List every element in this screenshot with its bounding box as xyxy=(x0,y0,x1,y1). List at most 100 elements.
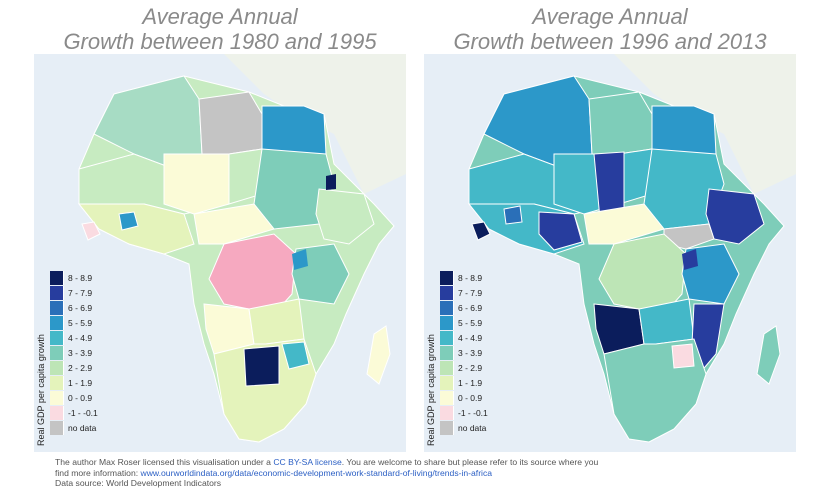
legend-item: 2 - 2.9 xyxy=(440,360,500,375)
region-uganda xyxy=(292,249,308,270)
legend-label: 0 - 0.9 xyxy=(458,392,483,403)
legend-swatch xyxy=(50,330,64,345)
legend-swatch xyxy=(50,405,64,420)
legend-label: no data xyxy=(458,422,487,433)
region-botswana xyxy=(243,345,280,387)
map-title-line2: Growth between 1996 and 2013 xyxy=(453,29,767,54)
legend-swatch xyxy=(440,330,454,345)
source-url-link[interactable]: www.ourworldindata.org/data/economic-dev… xyxy=(140,467,493,478)
region-ethiopia xyxy=(315,188,375,245)
license-link[interactable]: CC BY-SA license xyxy=(273,457,342,467)
region-car xyxy=(583,203,665,245)
region-sierra-leone xyxy=(471,221,491,241)
footer-line-2: find more information: www.ourworldindat… xyxy=(55,468,695,479)
legend-item: 0 - 0.9 xyxy=(50,390,110,405)
legend-item: 0 - 0.9 xyxy=(440,390,500,405)
legend-item: 7 - 7.9 xyxy=(440,285,500,300)
legend-label: 5 - 5.9 xyxy=(68,317,93,328)
region-burkina xyxy=(503,205,523,225)
legend-swatch xyxy=(50,345,64,360)
legend-item: 3 - 3.9 xyxy=(50,345,110,360)
legend-item: 1 - 1.9 xyxy=(50,375,110,390)
region-niger-chad xyxy=(163,153,230,215)
legend-label: 1 - 1.9 xyxy=(68,377,93,388)
region-libya xyxy=(198,91,263,155)
footer-license-post: . You are welcome to share but please re… xyxy=(341,457,599,467)
legend-swatch xyxy=(50,375,64,390)
map-title-line1: Average Annual xyxy=(532,4,688,29)
legend-label: 8 - 8.9 xyxy=(458,272,483,283)
legend-item: 2 - 2.9 xyxy=(50,360,110,375)
legend-label: -1 - -0.1 xyxy=(458,407,488,418)
legend-label: 6 - 6.9 xyxy=(68,302,93,313)
legend-label: -1 - -0.1 xyxy=(68,407,98,418)
legend-item: 6 - 6.9 xyxy=(440,300,500,315)
legend-swatch xyxy=(440,405,454,420)
footer-data-source: Data source: World Development Indicator… xyxy=(55,478,222,488)
legend-swatch xyxy=(440,315,454,330)
map-title-1980-1995: Average Annual Growth between 1980 and 1… xyxy=(34,4,406,54)
legend-1980-1995: Real GDP per capita growth 8 - 8.9 7 - 7… xyxy=(36,270,110,446)
footer-info-pre: find more information: xyxy=(55,467,141,478)
legend-item: 8 - 8.9 xyxy=(440,270,500,285)
map-title-line1: Average Annual xyxy=(142,4,298,29)
region-sierra-leone xyxy=(81,221,101,241)
footer-license-pre: The author Max Roser licensed this visua… xyxy=(55,457,274,467)
region-eritrea xyxy=(326,174,336,190)
legend-label: 6 - 6.9 xyxy=(458,302,483,313)
map-title-line2: Growth between 1980 and 1995 xyxy=(63,29,377,54)
legend-swatch xyxy=(440,345,454,360)
map-panel-1996-2013: Average Annual Growth between 1996 and 2… xyxy=(424,0,796,460)
legend-item: 6 - 6.9 xyxy=(50,300,110,315)
legend-label: 7 - 7.9 xyxy=(68,287,93,298)
map-title-1996-2013: Average Annual Growth between 1996 and 2… xyxy=(424,4,796,54)
legend-swatch xyxy=(50,285,64,300)
region-west-africa xyxy=(77,203,195,255)
region-madagascar xyxy=(756,325,781,385)
footer-line-1: The author Max Roser licensed this visua… xyxy=(55,457,695,468)
legend-item: no data xyxy=(50,420,110,435)
region-egypt xyxy=(651,105,717,155)
legend-item: 4 - 4.9 xyxy=(50,330,110,345)
map-panel-1980-1995: Average Annual Growth between 1980 and 1… xyxy=(34,0,406,460)
region-madagascar xyxy=(366,325,391,385)
region-car xyxy=(193,203,275,245)
legend-item: 1 - 1.9 xyxy=(440,375,500,390)
legend-item: 5 - 5.9 xyxy=(440,315,500,330)
footer-credits: The author Max Roser licensed this visua… xyxy=(55,457,695,489)
legend-label: 8 - 8.9 xyxy=(68,272,93,283)
legend-item: -1 - -0.1 xyxy=(50,405,110,420)
legend-label: 4 - 4.9 xyxy=(68,332,93,343)
legend-swatch xyxy=(440,420,454,435)
legend-label: 1 - 1.9 xyxy=(458,377,483,388)
legend-label: 4 - 4.9 xyxy=(458,332,483,343)
legend-swatch xyxy=(440,285,454,300)
legend-swatch xyxy=(50,420,64,435)
legend-label: 2 - 2.9 xyxy=(458,362,483,373)
legend-item: 3 - 3.9 xyxy=(440,345,500,360)
legend-swatch xyxy=(50,360,64,375)
legend-1996-2013: Real GDP per capita growth 8 - 8.9 7 - 7… xyxy=(426,270,500,446)
legend-swatch xyxy=(50,390,64,405)
legend-swatch xyxy=(50,270,64,285)
region-ethiopia xyxy=(705,188,765,245)
legend-ylabel: Real GDP per capita growth xyxy=(36,334,46,446)
legend-swatch xyxy=(440,300,454,315)
region-uganda xyxy=(682,249,698,270)
region-zimbabwe xyxy=(281,341,310,370)
region-libya xyxy=(588,91,653,155)
legend-label: 3 - 3.9 xyxy=(68,347,93,358)
legend-label: no data xyxy=(68,422,97,433)
legend-swatch xyxy=(440,390,454,405)
region-nigeria xyxy=(538,211,583,251)
legend-swatch xyxy=(50,315,64,330)
legend-ylabel: Real GDP per capita growth xyxy=(426,334,436,446)
legend-item: 5 - 5.9 xyxy=(50,315,110,330)
legend-item: no data xyxy=(440,420,500,435)
legend-swatch xyxy=(440,360,454,375)
africa-map-1980-1995: Real GDP per capita growth 8 - 8.9 7 - 7… xyxy=(34,54,406,452)
africa-map-svg xyxy=(77,54,406,443)
africa-map-svg xyxy=(467,54,796,443)
legend-label: 3 - 3.9 xyxy=(458,347,483,358)
region-zimbabwe xyxy=(671,343,695,369)
